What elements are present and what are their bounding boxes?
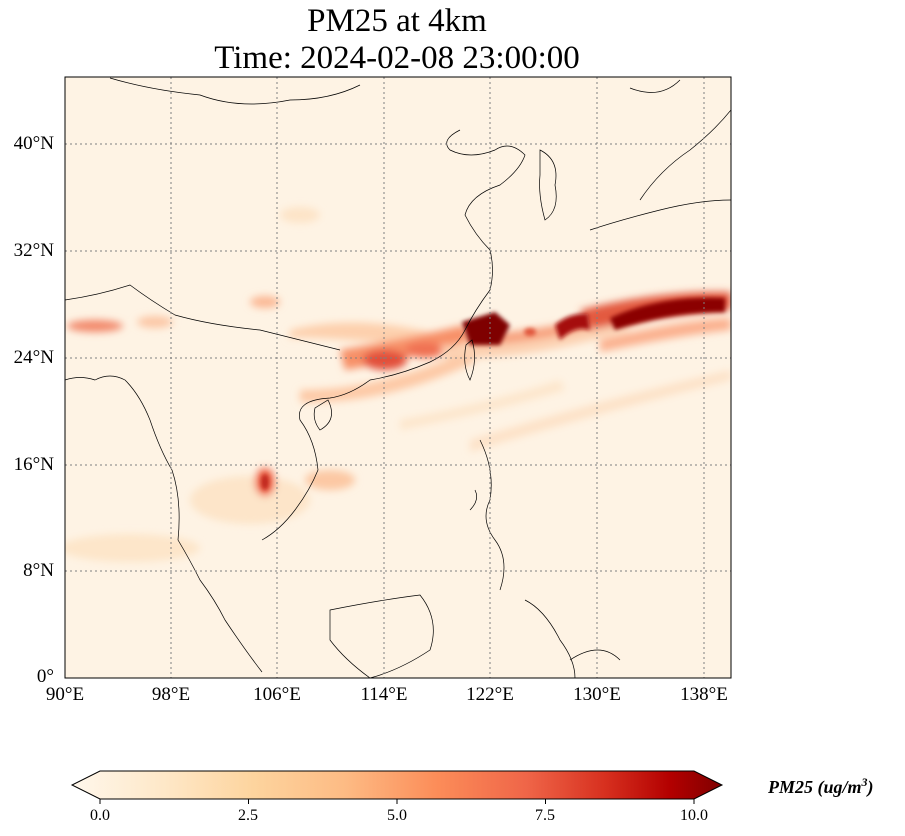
colorbar-tick-label: 0.0 — [90, 807, 110, 824]
lat-tick-label: 32°N — [13, 240, 54, 261]
gridlines — [65, 77, 731, 678]
lat-tick-label: 8°N — [23, 560, 54, 581]
colorbar-bar — [70, 770, 724, 800]
lat-tick-label: 16°N — [13, 454, 54, 475]
pm25-field — [65, 77, 731, 678]
map-title-time: Time: 2024-02-08 23:00:00 — [214, 40, 580, 76]
colorbar-tick-label: 5.0 — [387, 807, 407, 824]
lat-tick-label: 0° — [36, 666, 54, 687]
map-frame — [64, 76, 732, 679]
lon-tick-label: 90°E — [45, 684, 85, 705]
coastlines — [65, 77, 731, 678]
colorbar-tick-label: 2.5 — [238, 807, 258, 824]
lon-tick-label: 114°E — [360, 684, 408, 705]
colorbar-tick-label: 10.0 — [680, 807, 708, 824]
lon-tick-label: 130°E — [573, 684, 621, 705]
colorbar-label-main: PM25 (ug/m — [768, 777, 862, 797]
lon-tick-label: 122°E — [466, 684, 514, 705]
colorbar-label-close: ) — [867, 777, 874, 797]
map-title-variable: PM25 at 4km — [307, 3, 487, 39]
hotspots — [261, 297, 725, 490]
lat-tick-label: 24°N — [13, 347, 54, 368]
colorbar-label-exponent: 3 — [861, 775, 868, 789]
colorbar-tick-label: 7.5 — [535, 807, 555, 824]
colorbar-label: PM25 (ug/m3) — [768, 775, 874, 798]
lon-tick-label: 106°E — [253, 684, 301, 705]
lon-tick-label: 98°E — [151, 684, 191, 705]
lat-tick-label: 40°N — [13, 133, 54, 154]
lon-tick-label: 138°E — [680, 684, 728, 705]
colorbar — [70, 770, 724, 804]
